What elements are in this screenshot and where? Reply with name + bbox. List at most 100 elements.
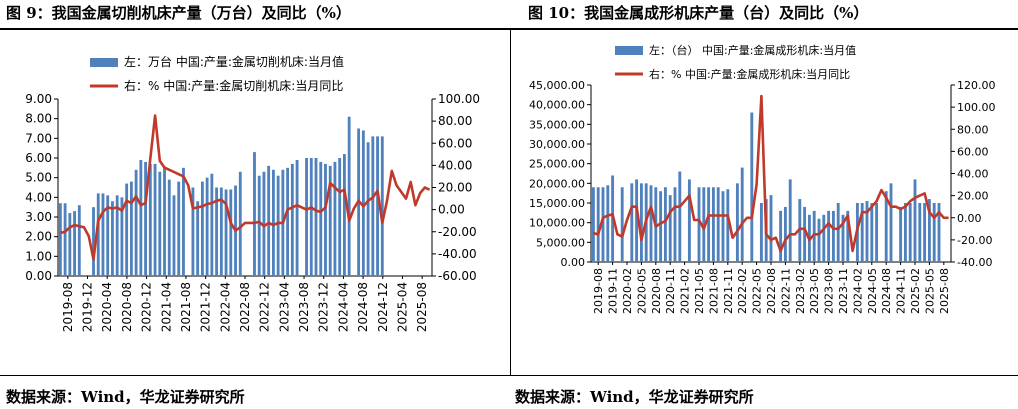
bar bbox=[908, 203, 912, 262]
bar bbox=[601, 187, 605, 262]
y-left-tick-label: 1.00 bbox=[25, 249, 52, 263]
bar bbox=[276, 175, 280, 276]
x-tick-label: 2020-05 bbox=[635, 268, 648, 314]
bar bbox=[889, 183, 893, 262]
legend-line-label: 右：% 中国:产量:金属切削机床:当月同比 bbox=[124, 78, 343, 93]
x-tick-label: 2024-08 bbox=[356, 282, 370, 332]
bar bbox=[324, 163, 327, 276]
y-right-tick-label: 20.00 bbox=[438, 181, 472, 195]
bar bbox=[735, 183, 739, 262]
bar bbox=[309, 158, 313, 276]
y-left-tick-label: 0.00 bbox=[561, 256, 586, 269]
x-tick-label: 2021-08 bbox=[179, 282, 193, 332]
y-left-tick-label: 9.00 bbox=[25, 92, 52, 106]
x-tick-label: 2025-04 bbox=[395, 282, 409, 332]
y-right-tick-label: 0.00 bbox=[957, 212, 982, 225]
bar bbox=[711, 187, 715, 262]
x-tick-label: 2020-04 bbox=[100, 282, 114, 332]
x-tick-label: 2021-08 bbox=[707, 268, 720, 314]
bar bbox=[290, 163, 294, 276]
legend-bar-swatch bbox=[615, 46, 643, 55]
bar bbox=[788, 179, 792, 262]
bar bbox=[342, 154, 346, 276]
bar bbox=[827, 210, 831, 262]
bar bbox=[267, 165, 271, 276]
bar bbox=[663, 187, 667, 262]
y-right-tick-label: 100.00 bbox=[957, 101, 996, 114]
y-right-tick-label: 60.00 bbox=[438, 136, 472, 150]
x-tick-label: 2024-02 bbox=[851, 268, 864, 314]
bar bbox=[319, 161, 323, 276]
x-tick-label: 2025-02 bbox=[909, 268, 922, 314]
bar bbox=[659, 191, 663, 262]
bar bbox=[96, 193, 100, 276]
y-left-tick-label: 6.00 bbox=[25, 151, 52, 165]
bar bbox=[347, 116, 351, 276]
x-tick-label: 2019-08 bbox=[592, 268, 605, 314]
bar bbox=[831, 210, 835, 262]
y-left-tick-label: 7.00 bbox=[25, 131, 52, 145]
bar bbox=[177, 181, 181, 276]
bar bbox=[361, 130, 365, 276]
y-left-tick-label: 20,000.00 bbox=[529, 177, 585, 190]
y-right-tick-label: 80.00 bbox=[438, 114, 472, 128]
bar bbox=[918, 203, 922, 262]
x-tick-label: 2019-11 bbox=[607, 268, 620, 314]
chart1-svg: 0.00 1.00 2.00 3.00 4.00 5.00 6.00 7.00 8.00 9.00… bbox=[25, 54, 480, 332]
x-tick-label: 2023-02 bbox=[794, 268, 807, 314]
top-rule bbox=[0, 28, 1018, 30]
x-tick-label: 2023-12 bbox=[317, 282, 331, 332]
x-tick-label: 2024-11 bbox=[895, 268, 908, 314]
bar bbox=[630, 183, 634, 262]
bar bbox=[865, 201, 869, 262]
bar bbox=[271, 169, 275, 276]
bar bbox=[702, 187, 706, 262]
bar bbox=[366, 142, 370, 276]
bar bbox=[238, 171, 242, 276]
bar bbox=[635, 179, 639, 262]
bar bbox=[750, 112, 754, 263]
bar bbox=[295, 159, 299, 276]
x-tick-label: 2022-08 bbox=[238, 282, 252, 332]
bar bbox=[200, 181, 204, 276]
bar bbox=[101, 193, 105, 276]
bar bbox=[158, 171, 162, 276]
bar bbox=[196, 201, 200, 276]
series-line-yoy bbox=[593, 94, 949, 253]
x-tick-label: 2024-12 bbox=[376, 282, 390, 332]
bar bbox=[870, 203, 874, 262]
bar bbox=[639, 183, 643, 262]
x-tick-label: 2023-11 bbox=[837, 268, 850, 314]
x-tick-label: 2022-08 bbox=[765, 268, 778, 314]
x-tick-label: 2020-08 bbox=[120, 282, 134, 332]
y-right-tick-label: 60.00 bbox=[957, 145, 989, 158]
y-right-tick-label: -60.00 bbox=[438, 269, 477, 283]
bar bbox=[678, 171, 682, 262]
bar bbox=[129, 181, 133, 276]
y-right-tick-label: -40.00 bbox=[957, 256, 992, 269]
bar bbox=[884, 191, 888, 262]
x-tick-label: 2022-11 bbox=[779, 268, 792, 314]
y-right-tick-label: 20.00 bbox=[957, 190, 989, 203]
x-tick-label: 2023-05 bbox=[808, 268, 821, 314]
bar bbox=[77, 205, 81, 276]
bar bbox=[92, 207, 95, 276]
bar bbox=[903, 203, 907, 262]
bar bbox=[380, 136, 384, 276]
legend-bar-swatch bbox=[90, 58, 118, 67]
bar bbox=[846, 210, 850, 262]
x-tick-label: 2019-08 bbox=[61, 282, 75, 332]
x-tick-label: 2019-12 bbox=[81, 282, 95, 332]
bar bbox=[286, 167, 290, 276]
bar bbox=[58, 203, 62, 276]
bar bbox=[932, 203, 936, 262]
chart2-title: 图 10：我国金属成形机床产量（台）及同比（%） bbox=[528, 4, 869, 22]
bar bbox=[740, 167, 744, 262]
bar bbox=[783, 206, 787, 262]
bar bbox=[707, 187, 711, 262]
bar bbox=[697, 187, 701, 262]
y-left-tick-label: 4.00 bbox=[25, 190, 52, 204]
y-left-tick-label: 0.00 bbox=[25, 269, 52, 283]
bar bbox=[913, 179, 917, 262]
bar bbox=[803, 206, 807, 262]
